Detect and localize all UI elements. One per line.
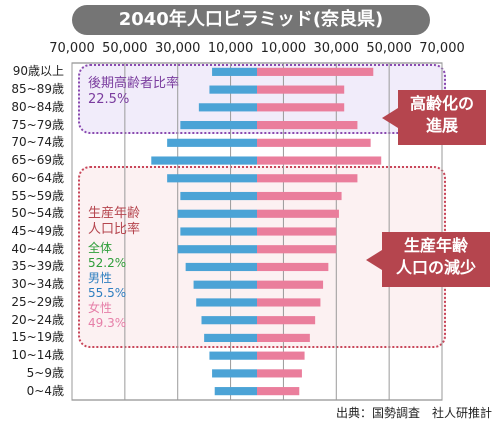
male-value: 55.5% — [88, 286, 127, 300]
bar-female — [257, 298, 321, 307]
bar-female — [257, 245, 337, 254]
bar-female — [257, 369, 302, 378]
bar-male — [177, 245, 257, 254]
x-tick-label: 30,000 — [154, 41, 201, 56]
x-tick-label: 70,000 — [49, 41, 95, 56]
age-label: 45~49歳 — [11, 224, 64, 238]
bar-male — [180, 191, 257, 201]
age-label: 55~59歳 — [11, 188, 64, 203]
age-label: 50~54歳 — [11, 206, 64, 221]
bar-female — [257, 280, 324, 289]
total-value: 52.2% — [88, 256, 127, 270]
bar-male — [214, 387, 257, 396]
bar-male — [185, 262, 257, 272]
bar-female — [257, 351, 305, 360]
male-label: 男性 — [88, 271, 113, 285]
age-label: 25~29歳 — [11, 294, 64, 309]
bar-female — [257, 120, 358, 130]
elderly-ratio-label: 後期高齢者比率 — [88, 76, 180, 91]
age-label: 10~14歳 — [11, 348, 64, 363]
bar-female — [257, 316, 316, 325]
working-ratio-label-line1: 生産年齢 — [88, 206, 141, 221]
bar-female — [257, 85, 345, 94]
bar-male — [180, 120, 257, 130]
x-tick-label: 10,000 — [207, 41, 254, 56]
bar-female — [257, 209, 339, 218]
bar-female — [257, 67, 374, 76]
bar-male — [167, 174, 257, 183]
age-label: 90歳以上 — [12, 64, 64, 79]
bar-male — [212, 67, 257, 76]
chart-title: 2040年人口ピラミッド(奈良県) — [72, 5, 430, 35]
bar-male — [196, 298, 257, 307]
age-label: 70~74歳 — [11, 135, 64, 150]
working-decline-callout: 生産年齢 人口の減少 — [366, 232, 490, 287]
bar-female — [257, 138, 371, 147]
bar-female — [257, 333, 310, 343]
x-tick-label: 50,000 — [366, 41, 412, 56]
elderly-ratio-value: 22.5% — [88, 92, 130, 107]
bar-male — [198, 103, 257, 112]
age-label: 30~34歳 — [11, 277, 64, 292]
age-label: 85~89歳 — [11, 82, 64, 97]
age-label: 0~4歳 — [26, 383, 64, 398]
bar-male — [177, 209, 257, 218]
x-tick-label: 70,000 — [419, 41, 465, 56]
x-tick-label: 10,000 — [260, 41, 307, 56]
bar-male — [209, 351, 257, 360]
bar-female — [257, 191, 342, 201]
bar-female — [257, 387, 300, 396]
working-callout-line1: 生産年齢 — [403, 236, 468, 255]
age-label: 80~84歳 — [11, 99, 64, 114]
total-label: 全体 — [88, 241, 113, 255]
bar-male — [204, 333, 257, 343]
source-note: 出典：国勢調査 社人研推計 — [335, 406, 492, 420]
female-value: 49.3% — [88, 316, 127, 330]
bar-male — [212, 369, 257, 378]
age-label: 75~79歳 — [11, 117, 64, 132]
bar-male — [201, 316, 257, 325]
bar-male — [209, 85, 257, 94]
bar-female — [257, 227, 337, 236]
bar-male — [167, 138, 257, 147]
working-callout-line2: 人口の減少 — [395, 258, 476, 277]
bar-female — [257, 262, 329, 272]
aging-callout-line1: 高齢化の — [409, 94, 474, 113]
female-label: 女性 — [88, 301, 113, 315]
bar-female — [257, 174, 358, 183]
bar-male — [193, 280, 257, 289]
age-label: 15~19歳 — [11, 330, 64, 345]
x-tick-label: 50,000 — [102, 41, 148, 56]
bar-male — [180, 227, 257, 236]
age-label: 35~39歳 — [11, 259, 64, 274]
age-label: 60~64歳 — [11, 170, 64, 185]
aging-callout: 高齢化の 進展 — [382, 90, 486, 145]
bar-female — [257, 103, 345, 112]
aging-callout-line2: 進展 — [425, 116, 458, 135]
age-label: 40~44歳 — [11, 241, 64, 256]
bar-male — [151, 156, 257, 165]
age-label: 20~24歳 — [11, 312, 64, 327]
working-ratio-label-line2: 人口比率 — [88, 222, 141, 237]
x-tick-label: 30,000 — [313, 41, 360, 56]
bar-female — [257, 156, 382, 165]
age-label: 5~9歳 — [26, 365, 64, 380]
age-label: 65~69歳 — [11, 153, 64, 168]
